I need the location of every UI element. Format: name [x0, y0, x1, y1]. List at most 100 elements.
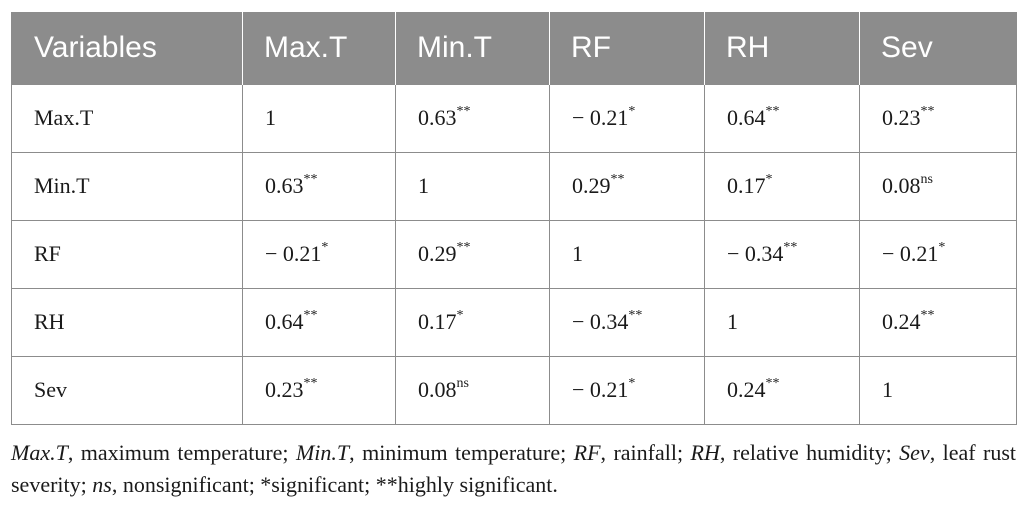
table-cell: − 0.34** — [704, 219, 860, 289]
cell-value: 0.17 — [418, 309, 457, 334]
cell-value: 0.08 — [418, 377, 457, 402]
cell-value: 0.64 — [727, 105, 766, 130]
table-cell: − 0.21* — [242, 219, 396, 289]
significance-mark: ns — [920, 171, 933, 187]
header-cell: RF — [549, 12, 705, 84]
table-row: Max.T 1 0.63** − 0.21* 0.64** 0.23** — [11, 83, 1017, 153]
table-cell: 0.63** — [395, 83, 550, 153]
cell-value: 0.64 — [265, 309, 304, 334]
cell-value: 1 — [265, 105, 276, 130]
cell-value: 1 — [882, 377, 893, 402]
footnote-term: Min.T — [295, 440, 350, 465]
significance-mark: ** — [303, 307, 318, 323]
table-cell: − 0.21* — [549, 355, 705, 425]
cell-value: 0.17 — [727, 173, 766, 198]
cell-value: − 0.34 — [727, 241, 784, 266]
header-cell: RH — [704, 12, 860, 84]
significance-mark: ns — [456, 375, 469, 391]
footnote-definition: , rainfall; — [600, 440, 691, 465]
table-cell: 0.17* — [704, 151, 860, 221]
significance-mark: ** — [303, 375, 318, 391]
cell-value: 0.23 — [265, 377, 304, 402]
table-cell: 0.08ns — [395, 355, 550, 425]
table-cell: 1 — [704, 287, 860, 357]
cell-value: 0.29 — [418, 241, 457, 266]
table-cell: 0.64** — [704, 83, 860, 153]
table-row: Min.T 0.63** 1 0.29** 0.17* 0.08ns — [11, 151, 1017, 221]
footnote-definition: , leaf rust severity; — [11, 440, 1016, 497]
cell-value: 0.08 — [882, 173, 921, 198]
cell-value: − 0.21 — [572, 377, 629, 402]
table-cell: 0.29** — [395, 219, 550, 289]
cell-value: 1 — [727, 309, 738, 334]
cell-value: − 0.21 — [265, 241, 322, 266]
table-row: RH 0.64** 0.17* − 0.34** 1 0.24** — [11, 287, 1017, 357]
correlation-table: Variables Max.T Min.T RF RH Sev Max.T 1 0.… — [11, 12, 1017, 425]
table-row: Sev 0.23** 0.08ns − 0.21* 0.24** 1 — [11, 355, 1017, 425]
header-cell: Max.T — [242, 12, 396, 84]
footnote-term: ns — [92, 472, 112, 497]
footnote-term: Max.T — [11, 440, 68, 465]
cell-value: 0.24 — [882, 309, 921, 334]
cell-value: 0.23 — [882, 105, 921, 130]
cell-value: 0.24 — [727, 377, 766, 402]
header-cell: Variables — [11, 12, 243, 84]
row-label: RF — [11, 219, 243, 289]
footnote-term: Sev — [899, 440, 930, 465]
significance-mark: ** — [610, 171, 625, 187]
table-cell: − 0.21* — [859, 219, 1017, 289]
table-cell: 0.17* — [395, 287, 550, 357]
footnote-definition: , minimum temperature; — [349, 440, 574, 465]
significance-mark: * — [765, 171, 773, 187]
footnote-term: RH — [690, 440, 720, 465]
significance-mark: ** — [920, 103, 935, 119]
significance-mark: * — [628, 103, 636, 119]
cell-value: 0.63 — [418, 105, 457, 130]
row-label: Sev — [11, 355, 243, 425]
cell-value: 0.29 — [572, 173, 611, 198]
table-row: RF − 0.21* 0.29** 1− 0.34** − 0.21* — [11, 219, 1017, 289]
significance-mark: ** — [303, 171, 318, 187]
table-cell: − 0.34** — [549, 287, 705, 357]
cell-value: − 0.21 — [572, 105, 629, 130]
cell-value: 0.63 — [265, 173, 304, 198]
table-cell: 1 — [242, 83, 396, 153]
table-cell: 1 — [395, 151, 550, 221]
table-cell: 0.64** — [242, 287, 396, 357]
table-cell: 0.23** — [242, 355, 396, 425]
significance-mark: ** — [628, 307, 643, 323]
row-label: Max.T — [11, 83, 243, 153]
table-body: Max.T 1 0.63** − 0.21* 0.64** 0.23** Min.T 0.63… — [11, 83, 1017, 425]
significance-mark: * — [938, 239, 946, 255]
header-cell: Min.T — [395, 12, 550, 84]
row-label: RH — [11, 287, 243, 357]
cell-value: − 0.34 — [572, 309, 629, 334]
table-cell: 0.63** — [242, 151, 396, 221]
footnote-definition: , relative humidity; — [719, 440, 900, 465]
table-cell: − 0.21* — [549, 83, 705, 153]
table-header-row: Variables Max.T Min.T RF RH Sev — [11, 12, 1017, 84]
table-cell: 0.24** — [859, 287, 1017, 357]
footnote-definition: , nonsignificant; *significant; **highly… — [111, 472, 558, 497]
table-footnote: Max.T, maximum temperature; Min.T, minim… — [11, 437, 1016, 501]
cell-value: 1 — [572, 241, 583, 266]
table-cell: 0.29** — [549, 151, 705, 221]
header-cell: Sev — [859, 12, 1017, 84]
table-cell: 1 — [549, 219, 705, 289]
significance-mark: ** — [765, 103, 780, 119]
cell-value: 1 — [418, 173, 429, 198]
table-cell: 0.24** — [704, 355, 860, 425]
correlation-table-container: Variables Max.T Min.T RF RH Sev Max.T 1 0.… — [11, 12, 1017, 425]
table-cell: 0.08ns — [859, 151, 1017, 221]
significance-mark: * — [321, 239, 329, 255]
footnote-definition: , maximum temperature; — [67, 440, 296, 465]
significance-mark: * — [628, 375, 636, 391]
significance-mark: ** — [456, 103, 471, 119]
significance-mark: * — [456, 307, 464, 323]
footnote-term: RF — [573, 440, 601, 465]
significance-mark: ** — [456, 239, 471, 255]
row-label: Min.T — [11, 151, 243, 221]
table-cell: 1 — [859, 355, 1017, 425]
table-cell: 0.23** — [859, 83, 1017, 153]
cell-value: − 0.21 — [882, 241, 939, 266]
